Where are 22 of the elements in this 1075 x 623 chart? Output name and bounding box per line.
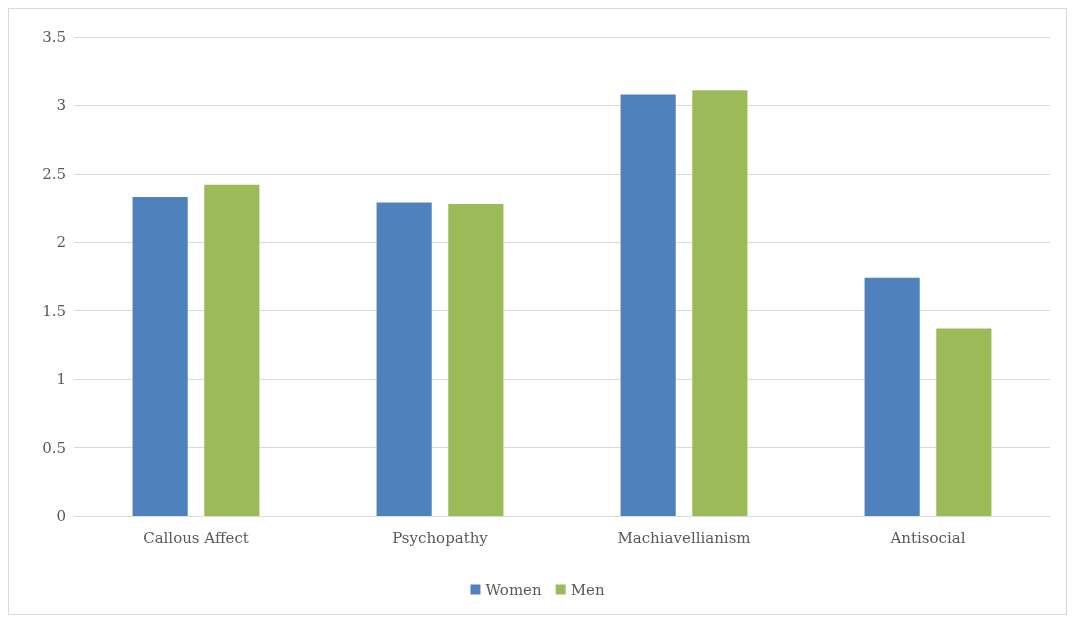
y-tick-label: 2 [56,233,66,252]
y-tick-label: 0.5 [42,438,66,457]
bar [204,184,260,516]
y-tick-label: 2.5 [42,164,66,183]
legend-label: Women [485,580,542,599]
bar [620,94,676,516]
y-tick-label: 0 [56,507,66,525]
x-tick-label: Callous Affect [143,528,249,547]
y-tick-label: 3.5 [42,28,66,46]
y-tick-label: 3 [56,96,66,115]
y-tick-label: 1.5 [42,301,66,320]
bar [692,90,748,516]
x-tick-label: Psychopathy [392,528,489,547]
bar [936,328,992,516]
bar [864,277,920,516]
bar [376,202,432,516]
bar [448,203,504,516]
legend-label: Men [570,580,605,599]
x-tick-label: Antisocial [889,528,966,547]
x-tick-label: Machiavellianism [617,528,751,547]
bar [132,197,188,516]
y-tick-label: 1 [56,370,66,389]
